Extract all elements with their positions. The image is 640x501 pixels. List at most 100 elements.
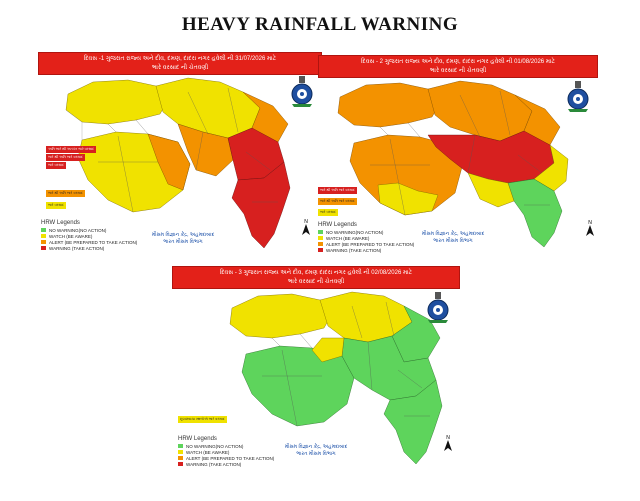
north-label: N	[588, 220, 592, 226]
legend-swatch-red	[178, 462, 183, 466]
legend-label: ALERT (BE PREPARED TO TAKE ACTION)	[326, 241, 415, 247]
legend-row: WATCH (BE AWARE)	[41, 233, 137, 239]
day-1-imd-text: મૌસમ વિજ્ઞાન કેંદ્ર, અહમદાબાદ ભારત મૌસમ …	[143, 232, 223, 246]
day-2-tag-2: ભારે થી અતિ ભારે વરસાદ	[318, 198, 357, 205]
day-1-tag-4: ભારે થી અતિ ભારે વરસાદ	[46, 190, 85, 197]
day-3-map-panel: દિવસ - 3 ગુજરાત રાજ્ય અને દીવ, દમણ દાદરા…	[172, 266, 468, 471]
day-2-banner-line2: ભારે વરસાદ ની ચેતવણી	[429, 68, 487, 74]
legend-label: NO WARNING(NO ACTION)	[49, 227, 107, 233]
legend-row: WATCH (BE AWARE)	[178, 449, 274, 455]
south-red-region	[231, 161, 291, 249]
imd-line2: ભારત મૌસમ વિભાગ	[296, 451, 336, 457]
south-green-region	[383, 379, 443, 465]
day-1-banner: દિવસ -1 ગુજરાત રાજ્ય અને દીવ, દમણ, દાદરા…	[38, 52, 322, 75]
legend-swatch-yellow	[41, 234, 46, 238]
legend-swatch-red	[318, 248, 323, 252]
legend-row: WARNING (TAKE ACTION)	[41, 245, 137, 251]
legend-swatch-orange	[41, 240, 46, 244]
district-lines	[262, 301, 430, 427]
saurashtra-region	[241, 345, 355, 427]
day-2-legend: HRW Legends NO WARNING(NO ACTION) WATCH …	[318, 222, 414, 253]
legend-label: WARNING (TAKE ACTION)	[326, 247, 382, 253]
legend-swatch-orange	[318, 242, 323, 246]
saurashtra-south-yellow	[377, 182, 439, 216]
north-arrow-icon: N	[302, 219, 310, 235]
imd-emblem-icon	[291, 76, 313, 107]
day-2-tag-3: ભારે વરસાદ	[318, 209, 339, 216]
day-3-legend: HRW Legends NO WARNING(NO ACTION) WATCH …	[178, 436, 274, 467]
day-3-imd-text: મૌસમ વિજ્ઞાન કેંદ્ર, અહમદાબાદ ભારત મૌસમ …	[276, 444, 356, 458]
kutch-region	[229, 293, 333, 339]
district-lines	[370, 90, 550, 216]
north-arrow-icon: N	[444, 435, 452, 451]
day-2-map-panel: દિવસ - 2 ગુજરાત રાજ્ય અને દીવ, દમણ, દાદર…	[318, 55, 600, 260]
legend-label: WARNING (TAKE ACTION)	[186, 461, 242, 467]
legend-row: ALERT (BE PREPARED TO TAKE ACTION)	[318, 241, 414, 247]
day-3-banner: દિવસ - 3 ગુજરાત રાજ્ય અને દીવ, દમણ દાદરા…	[172, 266, 460, 289]
day-1-legend: HRW Legends NO WARNING(NO ACTION) WATCH …	[41, 220, 137, 251]
day-2-banner: દિવસ - 2 ગુજરાત રાજ્ય અને દીવ, દમણ, દાદર…	[318, 55, 598, 78]
day-1-tag-5: ભારે વરસાદ	[46, 202, 67, 209]
central-orange-region	[177, 123, 234, 177]
legend-label: NO WARNING(NO ACTION)	[186, 443, 244, 449]
day-1-banner-line2: ભારે વરસાદ ની ચેતવણી	[151, 65, 209, 71]
legend-label: WATCH (BE AWARE)	[49, 233, 93, 239]
day-2-imd-text: મૌસમ વિજ્ઞાન કેંદ્ર, અહમદાબાદ ભારત મૌસમ …	[413, 231, 493, 245]
south-yellow-region	[467, 172, 515, 208]
imd-line1: મૌસમ વિજ્ઞાન કેંદ્ર, અહમદાબાદ	[284, 444, 348, 450]
day-1-gujarat-map	[65, 77, 291, 249]
imd-line2: ભારત મૌસમ વિભાગ	[433, 238, 473, 244]
legend-row: WARNING (TAKE ACTION)	[318, 247, 414, 253]
north-label: N	[446, 435, 450, 441]
north-arrow-icon: N	[586, 220, 594, 236]
legend-label: WATCH (BE AWARE)	[326, 235, 370, 241]
legend-row: NO WARNING(NO ACTION)	[318, 229, 414, 235]
district-lines	[98, 87, 278, 213]
day-3-tag-1: છૂટાછવાયા સ્થળોએ ભારે વરસાદ	[178, 416, 227, 423]
legend-swatch-yellow	[318, 236, 323, 240]
imd-line1: મૌસમ વિજ્ઞાન કેંદ્ર, અહમદાબાદ	[151, 232, 215, 238]
central-yellow-region	[311, 337, 345, 363]
day-3-banner-line2: ભારે વરસાદ ની ચેતવણી	[287, 279, 345, 285]
day-2-gujarat-map	[337, 80, 569, 248]
day-1-tag-3: ભારે વરસાદ	[46, 162, 67, 169]
north-gujarat-region	[155, 77, 261, 139]
legend-swatch-yellow	[178, 450, 183, 454]
legend-title: HRW Legends	[318, 222, 357, 228]
imd-emblem-icon	[567, 81, 589, 112]
legend-row: NO WARNING(NO ACTION)	[178, 443, 274, 449]
legend-title: HRW Legends	[178, 436, 217, 442]
day-3-banner-line1: દિવસ - 3 ગુજરાત રાજ્ય અને દીવ, દમણ દાદરા…	[219, 270, 413, 276]
imd-line2: ભારત મૌસમ વિભાગ	[163, 239, 203, 245]
legend-row: WATCH (BE AWARE)	[318, 235, 414, 241]
legend-row: ALERT (BE PREPARED TO TAKE ACTION)	[178, 455, 274, 461]
south-green-region	[507, 178, 563, 248]
legend-title: HRW Legends	[41, 220, 80, 226]
coastline	[65, 109, 83, 140]
legend-row: NO WARNING(NO ACTION)	[41, 227, 137, 233]
kutch-region	[337, 82, 441, 128]
legend-label: NO WARNING(NO ACTION)	[326, 229, 384, 235]
legend-label: ALERT (BE PREPARED TO TAKE ACTION)	[186, 455, 275, 461]
north-label: N	[304, 219, 308, 225]
legend-label: WATCH (BE AWARE)	[186, 449, 230, 455]
day-2-banner-line1: દિવસ - 2 ગુજરાત રાજ્ય અને દીવ, દમણ, દાદર…	[361, 59, 555, 65]
legend-swatch-green	[178, 444, 183, 448]
day-1-tag-2: ભારે થી અતિ ભારે વરસાદ	[46, 154, 85, 161]
legend-label: WARNING (TAKE ACTION)	[49, 245, 105, 251]
kutch-region	[65, 79, 169, 125]
day-1-banner-line1: દિવસ -1 ગુજરાત રાજ્ય અને દીવ, દમણ, દાદરા…	[83, 56, 277, 62]
legend-swatch-green	[41, 228, 46, 232]
legend-row: ALERT (BE PREPARED TO TAKE ACTION)	[41, 239, 137, 245]
day-2-tag-1: ભારે થી અતિ ભારે વરસાદ	[318, 187, 357, 194]
legend-row: WARNING (TAKE ACTION)	[178, 461, 274, 467]
imd-emblem-icon	[427, 292, 449, 323]
page-title: HEAVY RAINFALL WARNING	[181, 14, 459, 35]
legend-swatch-orange	[178, 456, 183, 460]
day-1-map-panel: દિવસ -1 ગુજરાત રાજ્ય અને દીવ, દમણ, દાદરા…	[38, 52, 322, 257]
legend-swatch-green	[318, 230, 323, 234]
day-3-gujarat-map	[229, 291, 443, 465]
north-gujarat-region	[427, 80, 533, 142]
legend-label: ALERT (BE PREPARED TO TAKE ACTION)	[49, 239, 138, 245]
imd-line1: મૌસમ વિજ્ઞાન કેંદ્ર, અહમદાબાદ	[421, 231, 485, 237]
